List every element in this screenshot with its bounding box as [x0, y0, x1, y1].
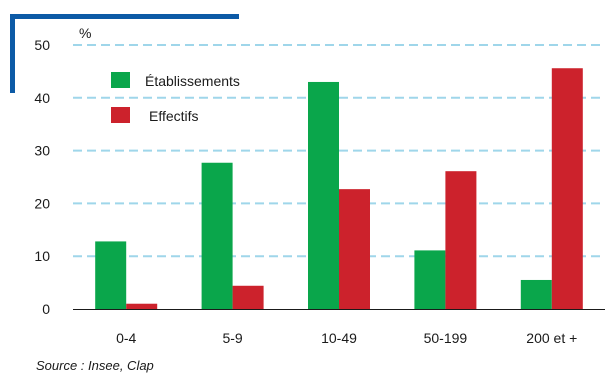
- bar-etablissements: [414, 250, 446, 309]
- corner-accent-top: [10, 14, 239, 19]
- x-tick-label: 10-49: [321, 330, 357, 346]
- legend-label: Établissements: [145, 73, 240, 89]
- legend: Établissements Effectifs: [111, 72, 240, 124]
- source-note: Source : Insee, Clap: [36, 358, 154, 373]
- y-tick-label: 0: [42, 301, 50, 317]
- bar-effectifs: [445, 171, 477, 309]
- y-axis-unit-label: %: [79, 25, 91, 41]
- y-tick-label: 20: [34, 195, 50, 211]
- y-tick-label: 40: [34, 90, 50, 106]
- x-tick-label: 50-199: [424, 330, 468, 346]
- bar-etablissements: [95, 241, 127, 309]
- legend-swatch: [111, 72, 130, 88]
- bar-etablissements: [520, 279, 552, 309]
- y-tick-label: 10: [34, 248, 50, 264]
- x-axis: 0-4 5-9 10-49 50-199 200 et +: [73, 309, 605, 346]
- corner-accent-left: [10, 14, 15, 93]
- x-tick-label: 5-9: [222, 330, 242, 346]
- bar-effectifs: [551, 68, 583, 310]
- legend-swatch: [111, 107, 130, 123]
- x-tick-label: 0-4: [116, 330, 136, 346]
- bar-effectifs: [126, 303, 158, 309]
- y-tick-label: 30: [34, 143, 50, 159]
- x-tick-label: 200 et +: [526, 330, 577, 346]
- legend-label: Effectifs: [149, 108, 199, 124]
- y-tick-label: 50: [34, 37, 50, 53]
- bar-etablissements: [308, 81, 339, 310]
- bar-etablissements: [201, 162, 233, 309]
- y-axis: 0 10 20 30 40 50: [34, 37, 50, 317]
- bars: [95, 68, 583, 310]
- bar-effectifs: [232, 285, 264, 309]
- bar-effectifs: [339, 189, 370, 309]
